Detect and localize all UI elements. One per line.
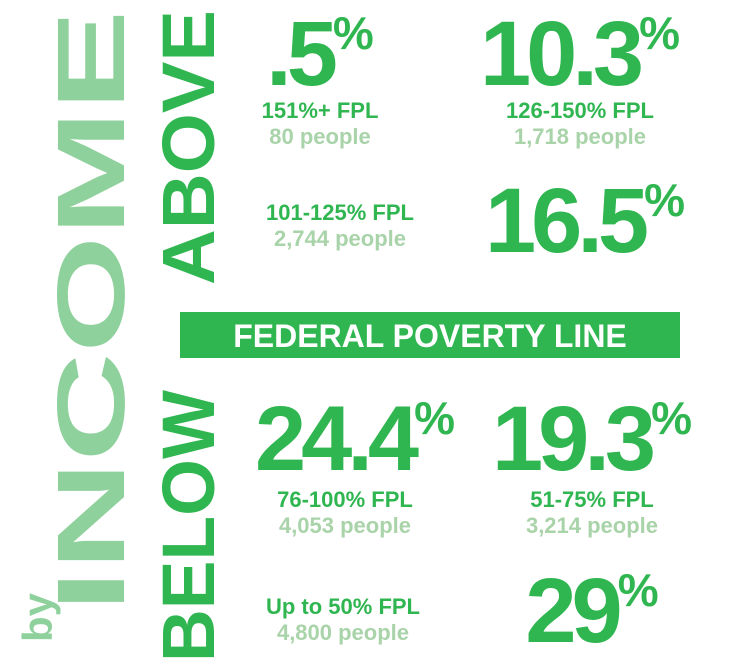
range: 76-100% FPL <box>277 487 413 512</box>
range: 101-125% FPL <box>266 200 414 225</box>
percent: .5% <box>266 3 374 105</box>
people: 3,214 people <box>526 513 658 538</box>
percent: 29% <box>525 560 658 662</box>
range: 151%+ FPL <box>262 98 379 123</box>
items: .5% 151%+ FPL 80 people 10.3% 126-150% F… <box>255 3 692 662</box>
percent-value: 24.4 <box>255 388 419 490</box>
by-label: by <box>14 592 61 642</box>
banner-text: FEDERAL POVERTY LINE <box>233 318 627 354</box>
percent-value: 10.3 <box>480 3 641 105</box>
percent-value: 19.3 <box>492 388 653 490</box>
people: 4,800 people <box>277 620 409 645</box>
percent: 16.5% <box>485 170 685 272</box>
percent-sign: % <box>414 392 455 444</box>
percent-sign: % <box>333 7 374 59</box>
percent: 19.3% <box>492 388 692 490</box>
percent-sign: % <box>651 392 692 444</box>
percent: 24.4% <box>255 388 455 490</box>
percent-sign: % <box>618 564 659 616</box>
people: 2,744 people <box>274 226 406 251</box>
banner <box>180 312 680 358</box>
percent-sign: % <box>644 174 685 226</box>
above-label: ABOVE <box>147 10 230 285</box>
range: 126-150% FPL <box>506 98 654 123</box>
range: 51-75% FPL <box>530 487 654 512</box>
percent-sign: % <box>639 7 680 59</box>
percent-value: .5 <box>266 3 336 105</box>
percent-value: 16.5 <box>485 170 647 272</box>
range: Up to 50% FPL <box>266 594 420 619</box>
people: 1,718 people <box>514 124 646 149</box>
people: 80 people <box>269 124 370 149</box>
income-label: INCOME <box>38 10 145 612</box>
below-label: BELOW <box>147 390 230 662</box>
percent: 10.3% <box>480 3 680 105</box>
percent-value: 29 <box>525 560 619 662</box>
people: 4,053 people <box>279 513 411 538</box>
